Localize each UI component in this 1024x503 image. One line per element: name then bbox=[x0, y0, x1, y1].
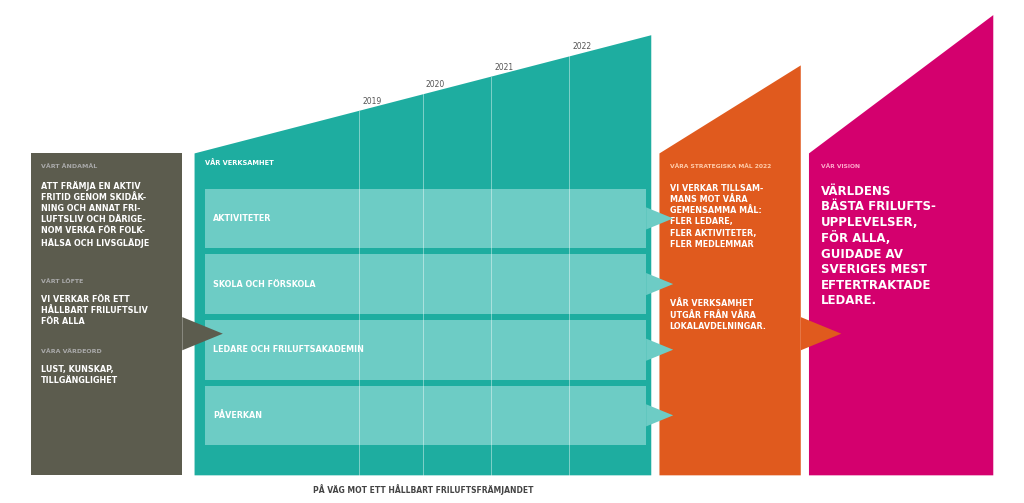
Polygon shape bbox=[809, 15, 993, 475]
Text: SKOLA OCH FÖRSKOLA: SKOLA OCH FÖRSKOLA bbox=[213, 280, 315, 289]
Text: VÅRA STRATEGISKA MÅL 2022: VÅRA STRATEGISKA MÅL 2022 bbox=[670, 164, 771, 170]
Text: VÅRT LÖFTE: VÅRT LÖFTE bbox=[41, 279, 83, 284]
Text: VÅR VISION: VÅR VISION bbox=[821, 164, 860, 170]
Text: 2019: 2019 bbox=[362, 97, 381, 106]
Polygon shape bbox=[205, 320, 646, 380]
Text: LEDARE OCH FRILUFTSAKADEMIN: LEDARE OCH FRILUFTSAKADEMIN bbox=[213, 345, 364, 354]
Text: 2022: 2022 bbox=[572, 42, 591, 51]
Polygon shape bbox=[195, 35, 651, 475]
Polygon shape bbox=[205, 386, 646, 445]
Polygon shape bbox=[659, 65, 801, 475]
Polygon shape bbox=[646, 404, 673, 427]
Text: VI VERKAR TILLSAM-
MANS MOT VÅRA
GEMENSAMMA MÅL:
FLER LEDARE,
FLER AKTIVITETER,
: VI VERKAR TILLSAM- MANS MOT VÅRA GEMENSA… bbox=[670, 184, 763, 249]
Text: VÅR VERKSAMHET: VÅR VERKSAMHET bbox=[205, 159, 273, 166]
Polygon shape bbox=[646, 207, 673, 229]
Text: PÅVERKAN: PÅVERKAN bbox=[213, 411, 262, 420]
Bar bbox=[31, 153, 182, 475]
Polygon shape bbox=[205, 255, 646, 314]
Text: 2020: 2020 bbox=[426, 80, 445, 90]
Polygon shape bbox=[182, 317, 223, 350]
Polygon shape bbox=[801, 317, 842, 350]
Polygon shape bbox=[646, 339, 673, 361]
Text: VÅR VERKSAMHET
UTGÅR FRÅN VÅRA
LOKALAVDELNINGAR.: VÅR VERKSAMHET UTGÅR FRÅN VÅRA LOKALAVDE… bbox=[670, 299, 767, 331]
Text: VÅRA VÄRDEORD: VÅRA VÄRDEORD bbox=[41, 349, 101, 354]
Text: PÅ VÄG MOT ETT HÅLLBART FRILUFTSFRÄMJANDET: PÅ VÄG MOT ETT HÅLLBART FRILUFTSFRÄMJAND… bbox=[312, 484, 534, 495]
Text: VÅRT ÄNDAMÅL: VÅRT ÄNDAMÅL bbox=[41, 164, 97, 170]
Text: AKTIVITETER: AKTIVITETER bbox=[213, 214, 271, 223]
Polygon shape bbox=[205, 189, 646, 248]
Text: VI VERKAR FÖR ETT
HÅLLBART FRILUFTSLIV
FÖR ALLA: VI VERKAR FÖR ETT HÅLLBART FRILUFTSLIV F… bbox=[41, 295, 147, 326]
Text: 2021: 2021 bbox=[495, 62, 514, 71]
Text: ATT FRÄMJA EN AKTIV
FRITID GENOM SKIDÅK-
NING OCH ANNAT FRI-
LUFTSLIV OCH DÄRIGE: ATT FRÄMJA EN AKTIV FRITID GENOM SKIDÅK-… bbox=[41, 181, 150, 248]
Text: LUST, KUNSKAP,
TILLGÄNGLIGHET: LUST, KUNSKAP, TILLGÄNGLIGHET bbox=[41, 365, 118, 385]
Text: VÄRLDENS
BÄSTA FRILUFTS-
UPPLEVELSER,
FÖR ALLA,
GUIDADE AV
SVERIGES MEST
EFTERTR: VÄRLDENS BÄSTA FRILUFTS- UPPLEVELSER, FÖ… bbox=[821, 185, 936, 307]
Polygon shape bbox=[646, 273, 673, 295]
